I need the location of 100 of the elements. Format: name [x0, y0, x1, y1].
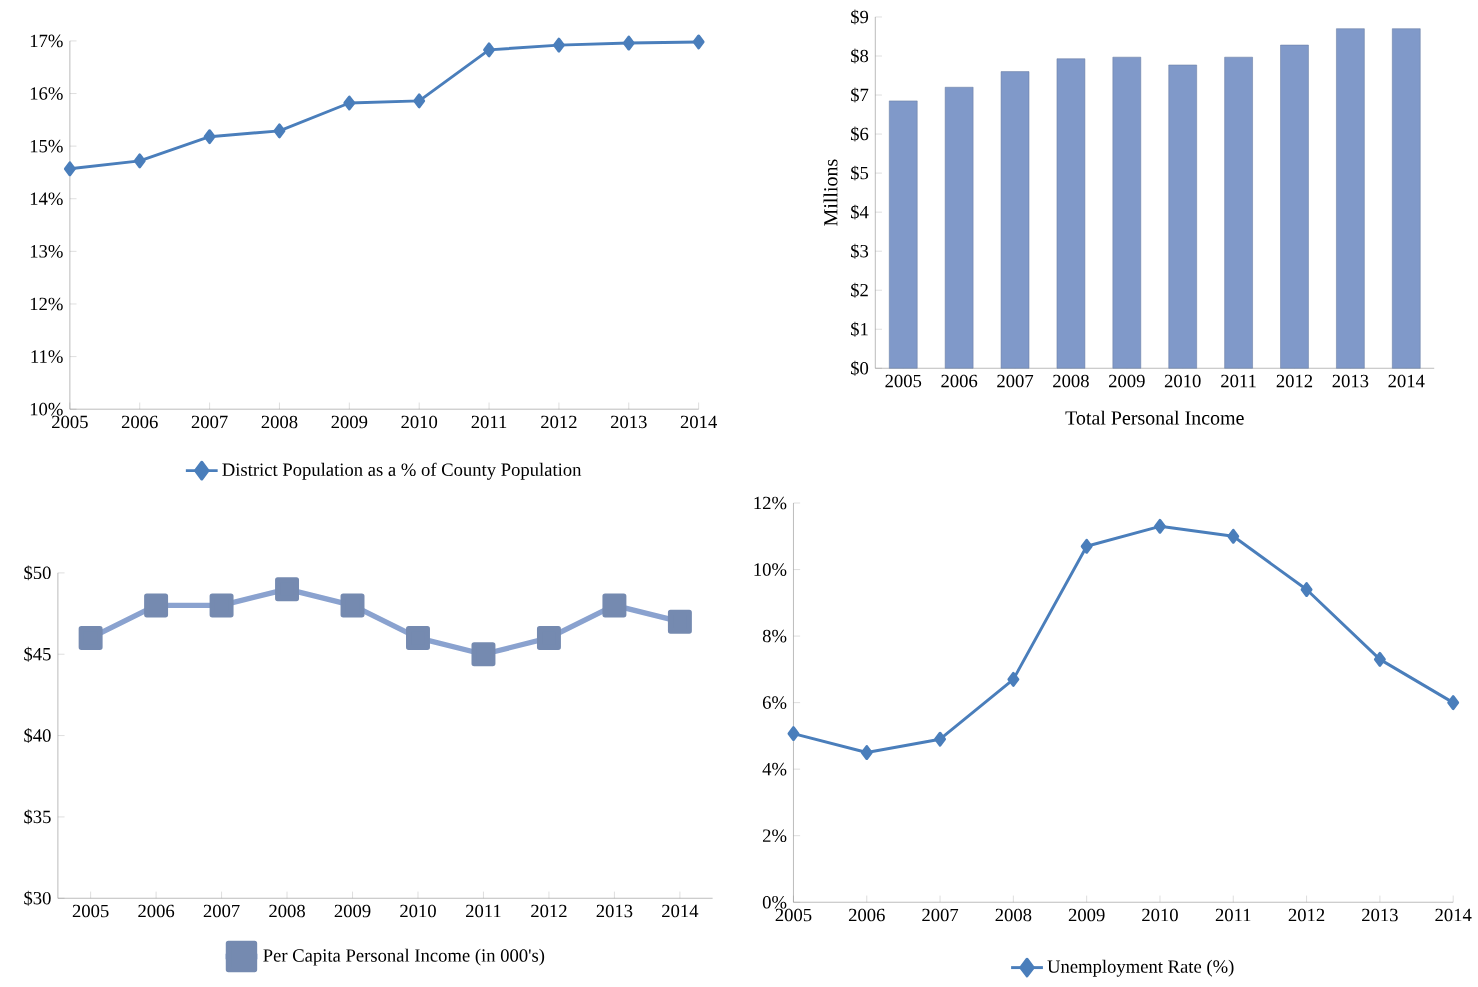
y-tick-label: 0% [762, 895, 787, 909]
x-tick-label: 2005 [775, 908, 812, 922]
x-tick-label: 2011 [471, 415, 507, 429]
point [483, 42, 496, 58]
x-tick-label: 2010 [1142, 908, 1178, 922]
point [1227, 528, 1240, 544]
x-tick-label: 2014 [1435, 908, 1472, 922]
y-tick-label: $0 [850, 360, 869, 376]
bar [889, 100, 918, 369]
point [536, 625, 561, 650]
x-tick-label: 2005 [52, 415, 88, 429]
point [273, 123, 286, 139]
x-tick-label: 2006 [138, 904, 175, 918]
x-tick-label: 2014 [662, 904, 699, 918]
point [692, 34, 705, 50]
point [1373, 651, 1386, 667]
y-tick-label: $35 [24, 809, 51, 825]
x-tick-label: 2011 [1215, 908, 1251, 922]
bar [1056, 58, 1086, 369]
x-tick-label: 2008 [1053, 374, 1089, 388]
y-tick-label: 15% [30, 139, 63, 153]
y-tick-label: 16% [30, 87, 63, 100]
point [275, 577, 300, 602]
x-axis-title: Total Personal Income [1065, 410, 1244, 425]
x-tick-label: 2011 [466, 904, 501, 918]
bar [1168, 64, 1197, 369]
x-tick-label: 2014 [680, 415, 717, 429]
y-tick-label: 12% [30, 297, 63, 311]
y-tick-label: $1 [850, 321, 868, 337]
point [1300, 582, 1313, 597]
y-tick-label: $30 [24, 890, 51, 906]
x-tick-label: 2009 [331, 415, 368, 429]
x-tick-label: 2007 [203, 904, 240, 918]
x-tick-label: 2006 [941, 374, 978, 388]
y-tick-label: 10% [30, 402, 63, 416]
legend-label: Unemployment Rate (%) [1047, 959, 1234, 977]
point [1447, 695, 1460, 711]
x-tick-label: 2010 [400, 904, 436, 918]
x-tick-label: 2006 [121, 415, 158, 429]
point [340, 593, 365, 618]
x-tick-label: 2005 [885, 374, 922, 388]
y-tick-label: 2% [762, 829, 787, 842]
legend-label: Per Capita Personal Income (in 000's) [263, 948, 545, 966]
point [622, 35, 635, 51]
bar [1336, 28, 1365, 369]
y-tick-label: $40 [24, 728, 51, 743]
x-tick-label: 2013 [1362, 908, 1398, 922]
x-tick-label: 2006 [848, 908, 885, 922]
bar [1392, 28, 1421, 369]
y-tick-label: 4% [762, 762, 787, 776]
point [1007, 671, 1020, 687]
x-tick-label: 2009 [1068, 908, 1105, 922]
x-tick-label: 2008 [269, 904, 305, 918]
point [133, 153, 146, 169]
x-tick-label: 2008 [261, 415, 298, 429]
point [209, 593, 234, 618]
x-tick-label: 2009 [334, 904, 371, 918]
point [787, 726, 800, 741]
point [144, 593, 169, 618]
bar [1224, 56, 1253, 369]
y-tick-label: 13% [30, 245, 63, 258]
y-tick-label: $45 [24, 646, 51, 662]
y-tick-label: $50 [24, 565, 51, 581]
y-axis-title: Millions [823, 159, 838, 226]
x-tick-label: 2013 [1332, 374, 1369, 388]
point [413, 93, 426, 109]
y-tick-label: 10% [754, 563, 787, 576]
point [552, 37, 565, 53]
point [1154, 518, 1166, 534]
point [1080, 538, 1093, 554]
point [934, 731, 947, 747]
bar [944, 86, 974, 369]
y-tick-label: 14% [30, 192, 63, 206]
x-tick-label: 2012 [531, 904, 567, 918]
x-tick-label: 2012 [1276, 374, 1313, 388]
y-tick-label: $5 [850, 165, 869, 181]
y-tick-label: 8% [762, 629, 787, 643]
legend-label: District Population as a % of County Population [222, 462, 582, 480]
y-tick-label: 12% [754, 496, 787, 510]
x-tick-label: 2008 [995, 908, 1032, 922]
point [203, 129, 216, 145]
y-tick-label: $7 [850, 87, 869, 103]
x-tick-label: 2009 [1109, 374, 1145, 388]
point [78, 625, 103, 650]
y-tick-label: $8 [850, 48, 869, 64]
point [63, 161, 76, 177]
bar [1112, 56, 1142, 369]
x-tick-label: 2007 [191, 415, 228, 429]
y-tick-label: $9 [850, 9, 869, 25]
point [602, 593, 627, 618]
x-tick-label: 2011 [1221, 374, 1256, 388]
y-tick-label: 11% [31, 350, 63, 363]
x-tick-label: 2010 [1164, 374, 1201, 388]
x-tick-label: 2010 [401, 415, 438, 429]
y-tick-label: 6% [762, 696, 787, 709]
y-tick-label: $2 [850, 282, 868, 298]
point [343, 95, 356, 111]
x-tick-label: 2007 [922, 908, 959, 922]
x-tick-label: 2007 [997, 374, 1034, 388]
x-tick-label: 2013 [596, 904, 633, 918]
